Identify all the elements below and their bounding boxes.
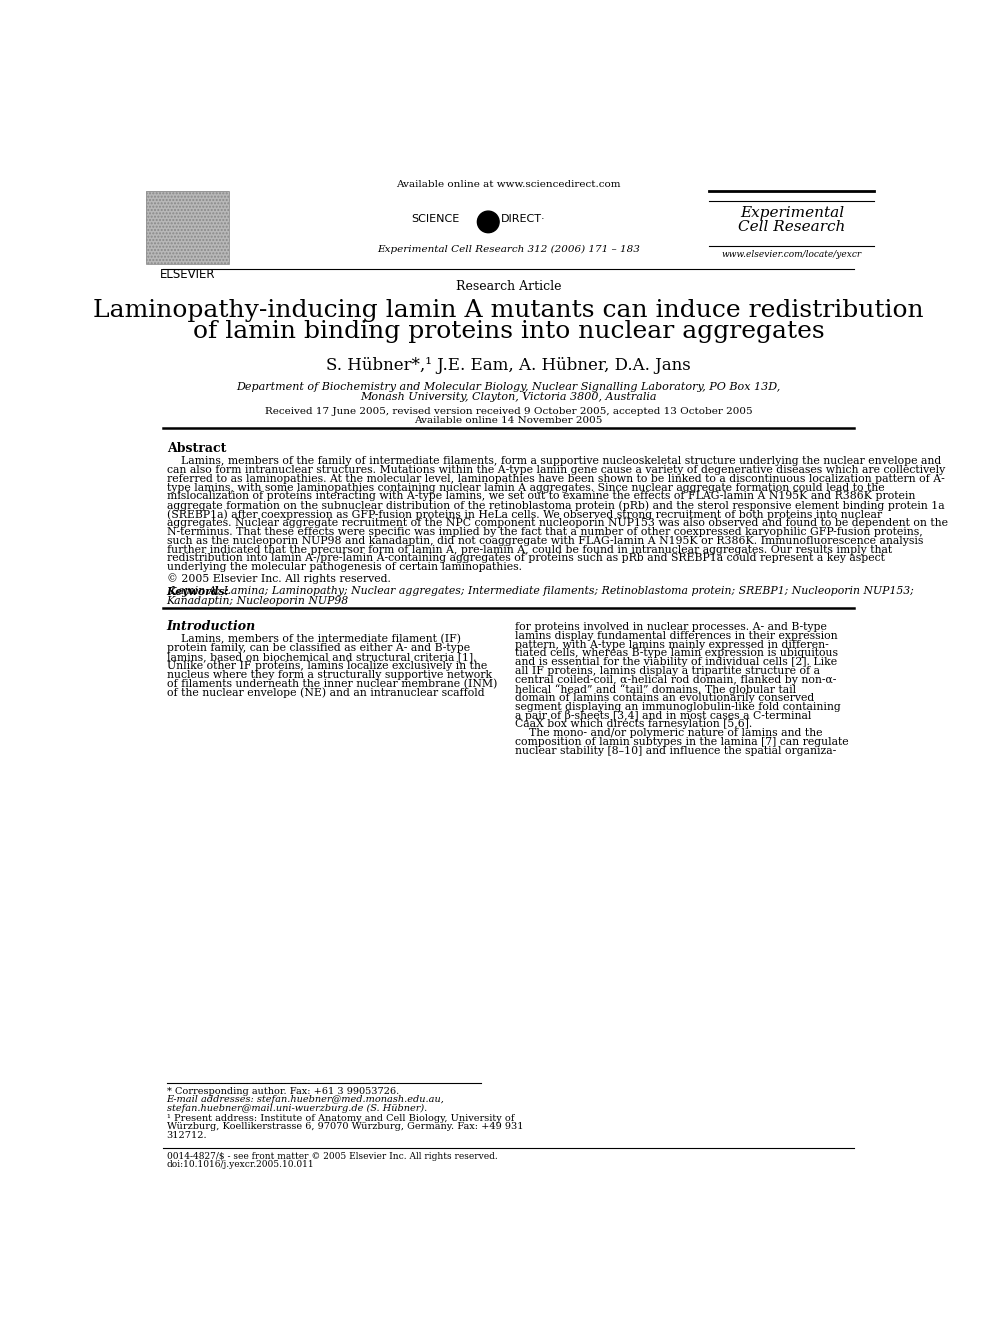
Text: Experimental Cell Research 312 (2006) 171 – 183: Experimental Cell Research 312 (2006) 17… <box>377 245 640 254</box>
Text: DIRECT·: DIRECT· <box>501 214 546 224</box>
Text: E-mail addresses: stefan.huebner@med.monash.edu.au,: E-mail addresses: stefan.huebner@med.mon… <box>167 1095 444 1105</box>
Text: ELSEVIER: ELSEVIER <box>160 269 215 280</box>
Text: nucleus where they form a structurally supportive network: nucleus where they form a structurally s… <box>167 669 492 680</box>
Text: Department of Biochemistry and Molecular Biology, Nuclear Signalling Laboratory,: Department of Biochemistry and Molecular… <box>236 382 781 392</box>
Text: Lamins, members of the intermediate filament (IF): Lamins, members of the intermediate fila… <box>167 634 460 644</box>
Text: Research Article: Research Article <box>455 279 561 292</box>
Text: Cell Research: Cell Research <box>738 221 846 234</box>
Text: referred to as laminopathies. At the molecular level, laminopathies have been sh: referred to as laminopathies. At the mol… <box>167 474 944 484</box>
Text: Abstract: Abstract <box>167 442 226 455</box>
Text: Lamins, members of the family of intermediate filaments, form a supportive nucle: Lamins, members of the family of interme… <box>167 456 940 466</box>
Text: Würzburg, Koellikerstrasse 6, 97070 Würzburg, Germany. Fax: +49 931: Würzburg, Koellikerstrasse 6, 97070 Würz… <box>167 1122 523 1131</box>
Text: www.elsevier.com/locate/yexcr: www.elsevier.com/locate/yexcr <box>722 250 862 258</box>
Text: stefan.huebner@mail.uni-wuerzburg.de (S. Hübner).: stefan.huebner@mail.uni-wuerzburg.de (S.… <box>167 1103 427 1113</box>
Text: of filaments underneath the inner nuclear membrane (INM): of filaments underneath the inner nuclea… <box>167 679 497 689</box>
Text: and is essential for the viability of individual cells [2]. Like: and is essential for the viability of in… <box>516 658 837 667</box>
Text: protein family, can be classified as either A- and B-type: protein family, can be classified as eit… <box>167 643 470 654</box>
Text: d: d <box>483 214 493 229</box>
Text: helical “head” and “tail” domains. The globular tail: helical “head” and “tail” domains. The g… <box>516 684 797 695</box>
Text: Monash University, Clayton, Victoria 3800, Australia: Monash University, Clayton, Victoria 380… <box>360 392 657 402</box>
Text: aggregate formation on the subnuclear distribution of the retinoblastoma protein: aggregate formation on the subnuclear di… <box>167 500 944 511</box>
Text: underlying the molecular pathogenesis of certain laminopathies.: underlying the molecular pathogenesis of… <box>167 562 522 573</box>
Text: domain of lamins contains an evolutionarily conserved: domain of lamins contains an evolutionar… <box>516 693 814 703</box>
Text: composition of lamin subtypes in the lamina [7] can regulate: composition of lamin subtypes in the lam… <box>516 737 849 747</box>
Text: such as the nucleoporin NUP98 and kanadaptin, did not coaggregate with FLAG-lami: such as the nucleoporin NUP98 and kanada… <box>167 536 923 545</box>
Text: doi:10.1016/j.yexcr.2005.10.011: doi:10.1016/j.yexcr.2005.10.011 <box>167 1160 314 1168</box>
Text: for proteins involved in nuclear processes. A- and B-type: for proteins involved in nuclear process… <box>516 622 827 632</box>
Text: The mono- and/or polymeric nature of lamins and the: The mono- and/or polymeric nature of lam… <box>516 728 823 738</box>
Text: 0014-4827/$ - see front matter © 2005 Elsevier Inc. All rights reserved.: 0014-4827/$ - see front matter © 2005 El… <box>167 1152 497 1162</box>
Text: Available online at www.sciencedirect.com: Available online at www.sciencedirect.co… <box>396 180 621 189</box>
Text: pattern, with A-type lamins mainly expressed in differen-: pattern, with A-type lamins mainly expre… <box>516 639 829 650</box>
Text: Received 17 June 2005, revised version received 9 October 2005, accepted 13 Octo: Received 17 June 2005, revised version r… <box>265 406 752 415</box>
Text: 312712.: 312712. <box>167 1130 207 1139</box>
Text: lamins, based on biochemical and structural criteria [1].: lamins, based on biochemical and structu… <box>167 652 476 662</box>
Text: Keywords:: Keywords: <box>167 586 229 598</box>
Bar <box>146 191 229 265</box>
Text: Introduction: Introduction <box>167 620 256 634</box>
Text: Lamin A; Lamina; Laminopathy; Nuclear aggregates; Intermediate filaments; Retino: Lamin A; Lamina; Laminopathy; Nuclear ag… <box>167 586 914 597</box>
Text: a pair of β-sheets [3,4] and in most cases a C-terminal: a pair of β-sheets [3,4] and in most cas… <box>516 710 811 721</box>
Text: (SREBP1a) after coexpression as GFP-fusion proteins in HeLa cells. We observed s: (SREBP1a) after coexpression as GFP-fusi… <box>167 509 882 520</box>
Text: aggregates. Nuclear aggregate recruitment of the NPC component nucleoporin NUP15: aggregates. Nuclear aggregate recruitmen… <box>167 519 947 528</box>
Text: Available online 14 November 2005: Available online 14 November 2005 <box>415 415 602 425</box>
Text: of lamin binding proteins into nuclear aggregates: of lamin binding proteins into nuclear a… <box>192 320 824 344</box>
Text: segment displaying an immunoglobulin-like fold containing: segment displaying an immunoglobulin-lik… <box>516 701 841 712</box>
Text: © 2005 Elsevier Inc. All rights reserved.: © 2005 Elsevier Inc. All rights reserved… <box>167 573 391 585</box>
Text: Kanadaptin; Nucleoporin NUP98: Kanadaptin; Nucleoporin NUP98 <box>167 595 349 606</box>
Text: N-terminus. That these effects were specific was implied by the fact that a numb: N-terminus. That these effects were spec… <box>167 527 923 537</box>
Text: type lamins, with some laminopathies containing nuclear lamin A aggregates. Sinc: type lamins, with some laminopathies con… <box>167 483 884 492</box>
Text: SCIENCE: SCIENCE <box>411 214 459 224</box>
Text: can also form intranuclear structures. Mutations within the A-type lamin gene ca: can also form intranuclear structures. M… <box>167 464 944 475</box>
Text: CaaX box which directs farnesylation [5,6].: CaaX box which directs farnesylation [5,… <box>516 720 753 729</box>
Text: of the nuclear envelope (NE) and an intranuclear scaffold: of the nuclear envelope (NE) and an intr… <box>167 688 484 699</box>
Text: ¹ Present address: Institute of Anatomy and Cell Biology, University of: ¹ Present address: Institute of Anatomy … <box>167 1114 514 1122</box>
Text: central coiled-coil, α-helical rod domain, flanked by non-α-: central coiled-coil, α-helical rod domai… <box>516 675 836 685</box>
Text: lamins display fundamental differences in their expression: lamins display fundamental differences i… <box>516 631 838 640</box>
Text: redistribution into lamin A-/pre-lamin A-containing aggregates of proteins such : redistribution into lamin A-/pre-lamin A… <box>167 553 885 564</box>
Text: Laminopathy-inducing lamin A mutants can induce redistribution: Laminopathy-inducing lamin A mutants can… <box>93 299 924 321</box>
Text: further indicated that the precursor form of lamin A, pre-lamin A, could be foun: further indicated that the precursor for… <box>167 545 892 554</box>
Text: * Corresponding author. Fax: +61 3 99053726.: * Corresponding author. Fax: +61 3 99053… <box>167 1086 399 1095</box>
Text: mislocalization of proteins interacting with A-type lamins, we set out to examin: mislocalization of proteins interacting … <box>167 491 915 501</box>
Text: S. Hübner*,¹ J.E. Eam, A. Hübner, D.A. Jans: S. Hübner*,¹ J.E. Eam, A. Hübner, D.A. J… <box>326 357 690 374</box>
Text: tiated cells, whereas B-type lamin expression is ubiquitous: tiated cells, whereas B-type lamin expre… <box>516 648 838 659</box>
Text: nuclear stability [8–10] and influence the spatial organiza-: nuclear stability [8–10] and influence t… <box>516 746 836 755</box>
Circle shape <box>477 212 499 233</box>
Text: Experimental: Experimental <box>740 206 844 221</box>
Bar <box>146 191 229 265</box>
Text: all IF proteins, lamins display a tripartite structure of a: all IF proteins, lamins display a tripar… <box>516 667 820 676</box>
Text: Unlike other IF proteins, lamins localize exclusively in the: Unlike other IF proteins, lamins localiz… <box>167 660 487 671</box>
